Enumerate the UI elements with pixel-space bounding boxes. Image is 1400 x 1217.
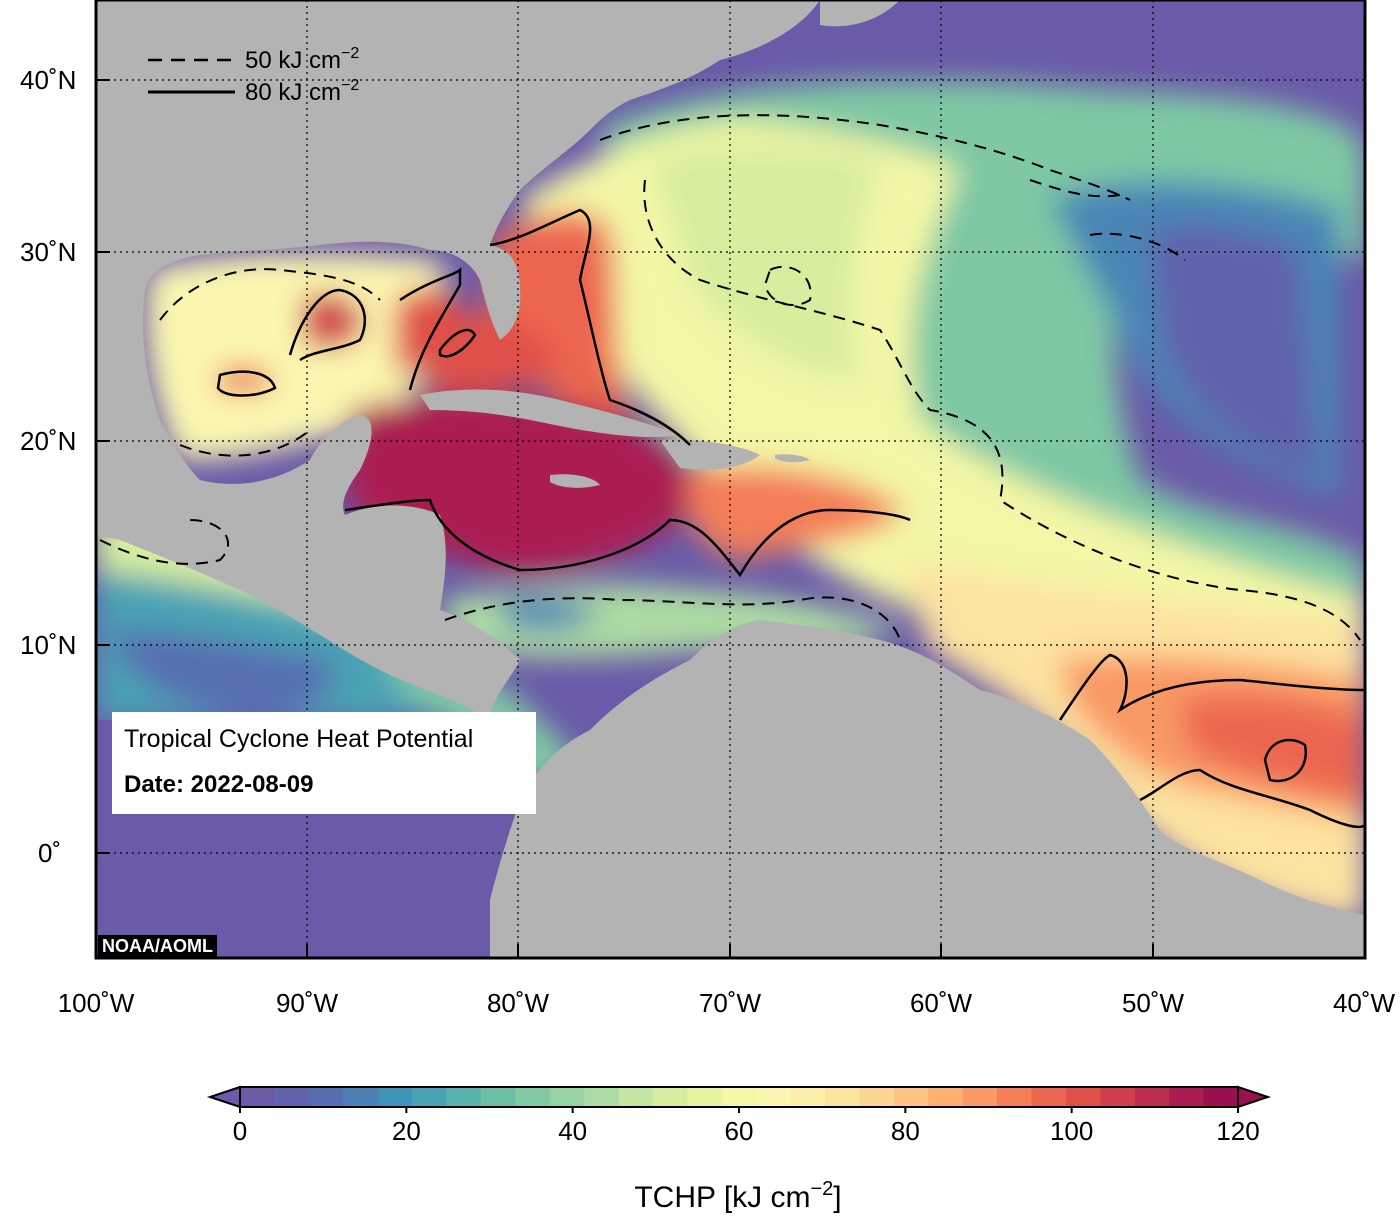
colorbar-tick-label: 20 bbox=[392, 1116, 421, 1146]
colorbar-swatch bbox=[1065, 1087, 1101, 1107]
lon-label: 90˚W bbox=[276, 988, 339, 1018]
colorbar-swatch bbox=[446, 1087, 482, 1107]
colorbar-swatch bbox=[652, 1087, 688, 1107]
lon-label: 40˚W bbox=[1333, 988, 1396, 1018]
latitude-labels: 40˚N 30˚N 20˚N 10˚N 0˚ bbox=[20, 65, 76, 868]
colorbar-swatches bbox=[240, 1087, 1239, 1107]
colorbar-swatch bbox=[1100, 1087, 1136, 1107]
colorbar-min-arrow bbox=[206, 1085, 241, 1109]
colorbar-swatch bbox=[1169, 1087, 1205, 1107]
map-ticks bbox=[95, 79, 1366, 958]
map-area: 50 kJ cm−2 80 kJ cm−2 bbox=[96, 0, 1365, 958]
colorbar-tick-label: 40 bbox=[558, 1116, 587, 1146]
colorbar-swatch bbox=[893, 1087, 929, 1107]
colorbar-swatch bbox=[480, 1087, 516, 1107]
colorbar-swatch bbox=[825, 1087, 861, 1107]
lon-label: 70˚W bbox=[699, 988, 762, 1018]
colorbar-swatch bbox=[859, 1087, 895, 1107]
colorbar-swatch bbox=[687, 1087, 723, 1107]
contour-80 bbox=[216, 208, 1365, 829]
lon-label: 50˚W bbox=[1122, 988, 1185, 1018]
colorbar-swatch bbox=[962, 1087, 998, 1107]
colorbar-swatch bbox=[515, 1087, 551, 1107]
colorbar-tick-label: 60 bbox=[725, 1116, 754, 1146]
colorbar-swatch bbox=[928, 1087, 964, 1107]
lon-label: 60˚W bbox=[910, 988, 973, 1018]
longitude-labels: 100˚W 90˚W 80˚W 70˚W 60˚W 50˚W 40˚W bbox=[58, 988, 1396, 1018]
colorbar-tick-label: 120 bbox=[1216, 1116, 1259, 1146]
credit-label: NOAA/AOML bbox=[98, 935, 217, 957]
colorbar-swatch bbox=[618, 1087, 654, 1107]
colorbar-swatch bbox=[790, 1087, 826, 1107]
colorbar-swatch bbox=[549, 1087, 585, 1107]
colorbar-swatch bbox=[756, 1087, 792, 1107]
lat-label: 20˚N bbox=[20, 426, 76, 456]
colorbar-swatch bbox=[377, 1087, 413, 1107]
colorbar-ticks: 0 20 40 60 80 100 120 bbox=[233, 1107, 1260, 1146]
colorbar: 0 20 40 60 80 100 120 TCHP [kJ cm−2] bbox=[206, 1085, 1272, 1214]
info-date: Date: 2022-08-09 bbox=[124, 771, 314, 798]
colorbar-swatch bbox=[412, 1087, 448, 1107]
colorbar-swatch bbox=[584, 1087, 620, 1107]
colorbar-tick-label: 0 bbox=[233, 1116, 247, 1146]
colorbar-swatch bbox=[343, 1087, 379, 1107]
colorbar-label: TCHP [kJ cm−2] bbox=[634, 1178, 841, 1214]
lat-label: 40˚N bbox=[20, 65, 76, 95]
colorbar-swatch bbox=[308, 1087, 344, 1107]
lat-label: 0˚ bbox=[38, 838, 61, 868]
lat-label: 10˚N bbox=[20, 630, 76, 660]
land-masses bbox=[96, 0, 1365, 958]
lat-label: 30˚N bbox=[20, 237, 76, 267]
info-box: Tropical Cyclone Heat Potential Date: 20… bbox=[112, 712, 536, 814]
legend-solid-label: 80 kJ cm−2 bbox=[245, 77, 359, 106]
contour-50 bbox=[99, 114, 1361, 641]
contour-legend: 50 kJ cm−2 80 kJ cm−2 bbox=[148, 45, 359, 106]
lon-label: 80˚W bbox=[487, 988, 550, 1018]
colorbar-max-arrow bbox=[1237, 1085, 1272, 1109]
info-title: Tropical Cyclone Heat Potential bbox=[124, 725, 474, 753]
colorbar-swatch bbox=[1203, 1087, 1239, 1107]
lon-label: 100˚W bbox=[58, 988, 135, 1018]
colorbar-swatch bbox=[721, 1087, 757, 1107]
legend-dashed-label: 50 kJ cm−2 bbox=[245, 45, 359, 74]
colorbar-swatch bbox=[997, 1087, 1033, 1107]
colorbar-swatch bbox=[1134, 1087, 1170, 1107]
colorbar-swatch bbox=[1031, 1087, 1067, 1107]
colorbar-tick-label: 100 bbox=[1050, 1116, 1093, 1146]
colorbar-swatch bbox=[240, 1087, 276, 1107]
colorbar-tick-label: 80 bbox=[891, 1116, 920, 1146]
colorbar-swatch bbox=[274, 1087, 310, 1107]
